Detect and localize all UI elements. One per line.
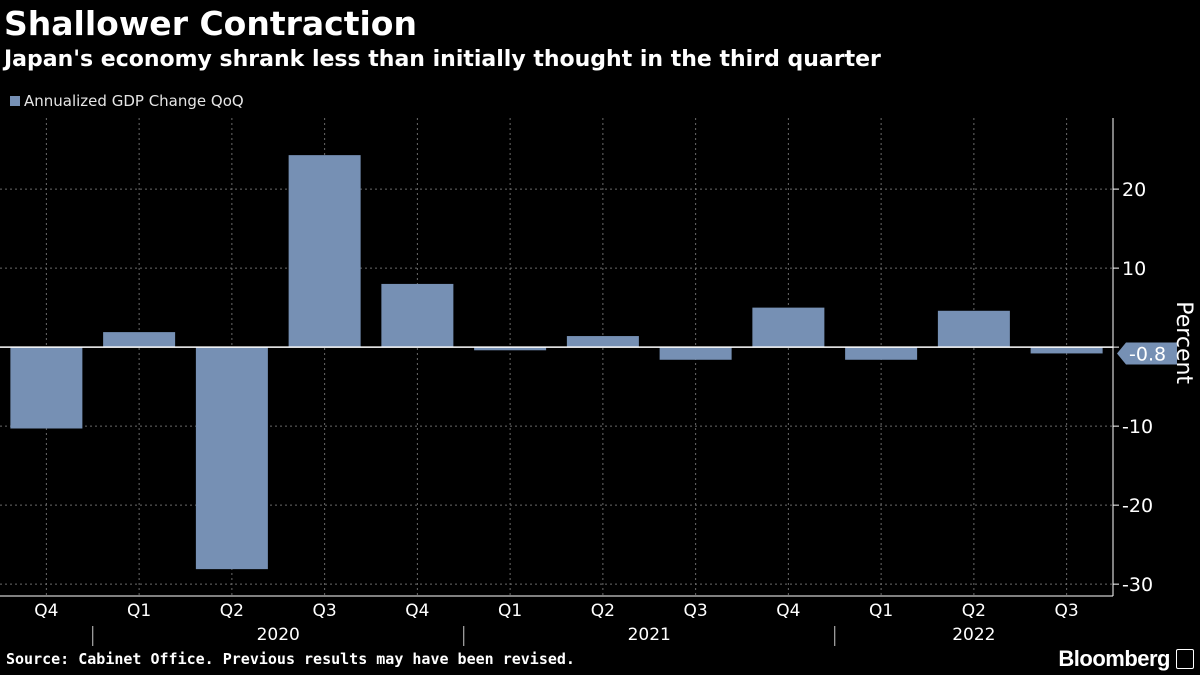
bar	[659, 347, 732, 360]
last-value-label: -0.8	[1129, 343, 1166, 365]
bar-layer	[10, 155, 1103, 570]
x-tick-label: Q2	[962, 601, 986, 621]
chart-subtitle: Japan's economy shrank less than initial…	[4, 47, 881, 72]
y-axis-title: Percent	[1171, 301, 1196, 384]
x-tick-label: Q4	[776, 601, 800, 621]
x-tick-label: Q3	[684, 601, 708, 621]
last-value-marker	[1117, 342, 1177, 365]
bloomberg-logo: Bloomberg	[1058, 646, 1170, 671]
y-tick-label: -20	[1122, 495, 1153, 517]
y-tick-label: -10	[1122, 416, 1153, 438]
bar	[10, 347, 83, 429]
x-tick-label: Q4	[34, 601, 58, 621]
bar	[845, 347, 918, 360]
chart-title: Shallower Contraction	[4, 4, 417, 43]
y-tick-label: -30	[1122, 574, 1153, 596]
bar	[195, 347, 268, 570]
y-tick-label: 20	[1122, 179, 1146, 201]
bar	[937, 310, 1010, 348]
axis-layer	[0, 118, 1119, 646]
x-tick-label: Q1	[498, 601, 522, 621]
x-year-label: 2020	[257, 625, 300, 645]
x-year-label: 2022	[952, 625, 995, 645]
bar	[103, 332, 176, 348]
x-tick-label: Q1	[127, 601, 151, 621]
x-tick-label: Q3	[1055, 601, 1079, 621]
legend: Annualized GDP Change QoQ	[10, 92, 244, 110]
y-tick-label: 10	[1122, 258, 1146, 280]
grid-layer	[0, 118, 1113, 596]
chart-icon	[1176, 649, 1194, 669]
x-tick-label: Q2	[220, 601, 244, 621]
label-layer: 20 10 -10 -20 -30 -0.8 Percent Q4 Q1 Q2 Q3 Q4 Q1 Q2 Q3…	[34, 179, 1196, 645]
legend-swatch	[10, 96, 20, 106]
legend-label: Annualized GDP Change QoQ	[24, 92, 244, 110]
bar	[566, 336, 639, 348]
bar	[381, 283, 454, 348]
x-tick-label: Q3	[313, 601, 337, 621]
bar	[288, 155, 361, 348]
bar	[1030, 347, 1103, 354]
x-tick-label: Q2	[591, 601, 615, 621]
x-tick-label: Q1	[869, 601, 893, 621]
x-year-label: 2021	[628, 625, 671, 645]
bar	[752, 307, 825, 348]
bar	[474, 347, 547, 351]
source-note: Source: Cabinet Office. Previous results…	[6, 650, 575, 668]
x-tick-label: Q4	[405, 601, 429, 621]
